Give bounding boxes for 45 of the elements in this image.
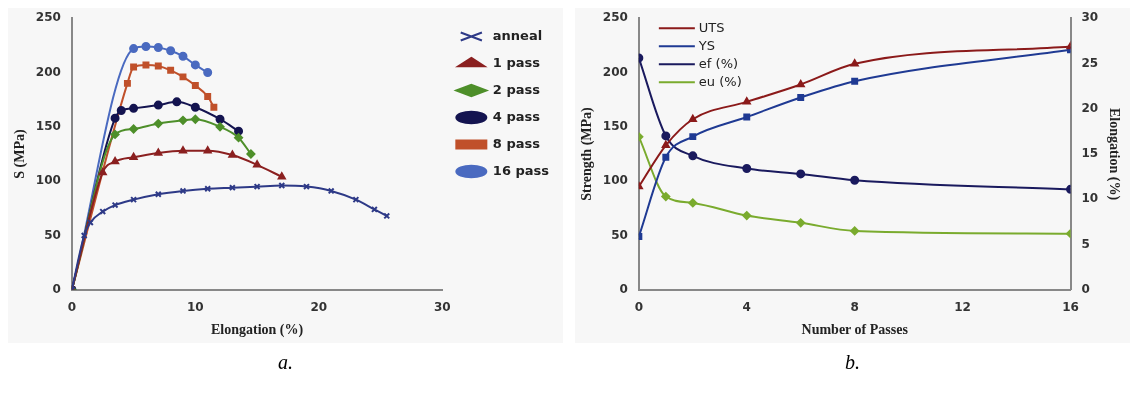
y2-tick-label: 10 (1081, 191, 1099, 206)
legend-label: 8 pass (492, 135, 541, 151)
legend-label: YS (697, 37, 716, 53)
y2-tick-label: 0 (1081, 281, 1090, 296)
y-tick-label: 250 (35, 10, 61, 25)
legend-label: eu (%) (698, 73, 742, 89)
y-tick-label: 150 (35, 118, 61, 133)
x-tick-label: 20 (310, 300, 328, 315)
y-tick-label: 50 (44, 227, 61, 242)
y2-tick-label: 25 (1081, 55, 1099, 70)
x-tick-label: 12 (954, 300, 971, 315)
legend-label: 4 pass (492, 108, 541, 124)
y2-tick-label: 5 (1081, 236, 1090, 251)
text: a. (278, 351, 293, 374)
y-tick-label: 200 (602, 64, 628, 79)
x-tick-label: 4 (742, 300, 751, 315)
text: b. (845, 351, 860, 374)
y-tick-label: 250 (602, 10, 628, 25)
y-tick-label: 0 (52, 281, 61, 296)
y2-tick-label: 20 (1081, 100, 1099, 115)
x-axis-title: Number of Passes (801, 322, 909, 338)
x-tick-label: 10 (186, 300, 204, 315)
y2-tick-label: 15 (1081, 146, 1099, 161)
y-tick-label: 200 (35, 64, 61, 79)
y-axis-title: Strength (MPa) (579, 106, 596, 201)
y-tick-label: 0 (619, 281, 628, 296)
x-tick-label: 30 (433, 300, 451, 315)
legend-label: 16 pass (492, 162, 550, 178)
y2-tick-label: 30 (1081, 10, 1099, 25)
x-tick-label: 0 (634, 300, 644, 315)
x-axis-title: Elongation (%) (211, 322, 304, 339)
legend-label: 1 pass (492, 54, 541, 70)
x-tick-label: 8 (850, 300, 859, 315)
x-tick-label: 0 (67, 300, 77, 315)
y-tick-label: 50 (611, 227, 628, 242)
legend-label: anneal (492, 27, 543, 43)
y-axis-title: S (MPa) (12, 128, 29, 179)
x-tick-label: 16 (1062, 300, 1079, 315)
legend-label: ef (%) (698, 55, 739, 71)
y2-axis-title: Elongation (%) (1105, 107, 1122, 201)
y-tick-label: 150 (602, 118, 628, 133)
y-tick-label: 100 (35, 173, 61, 188)
legend-label: 2 pass (492, 81, 541, 97)
legend-label: UTS (698, 19, 725, 35)
y-tick-label: 100 (602, 173, 628, 188)
